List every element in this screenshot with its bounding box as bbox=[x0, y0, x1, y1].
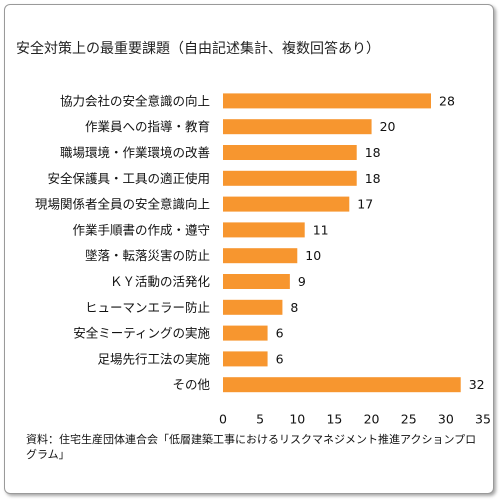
x-tick-label: 30 bbox=[438, 412, 454, 427]
data-label: 9 bbox=[298, 274, 306, 289]
bar bbox=[223, 145, 357, 160]
category-label: 協力会社の安全意識の向上 bbox=[60, 93, 210, 108]
bar bbox=[223, 119, 372, 135]
x-tick-label: 25 bbox=[401, 412, 417, 427]
chart-title: 安全対策上の最重要課題（自由記述集計、複数回答あり） bbox=[16, 41, 380, 57]
bar bbox=[223, 170, 357, 186]
category-label: 作業員への指導・教育 bbox=[85, 119, 210, 134]
bar bbox=[223, 325, 268, 341]
category-label: 安全保護具・工具の適正使用 bbox=[47, 171, 210, 186]
data-label: 10 bbox=[305, 248, 321, 263]
data-label: 18 bbox=[365, 171, 381, 186]
bar bbox=[223, 93, 431, 109]
bar bbox=[223, 222, 305, 238]
data-label: 6 bbox=[276, 351, 284, 366]
x-tick-label: 20 bbox=[364, 412, 380, 427]
data-label: 17 bbox=[357, 197, 373, 212]
category-label: ＫＹ活動の活発化 bbox=[110, 274, 211, 289]
category-label: 職場環境・作業環境の改善 bbox=[60, 145, 210, 160]
source-note: 資料：住宅生産団体連合会「低層建築工事におけるリスクマネジメント推進アクションプ… bbox=[26, 433, 477, 461]
x-tick-label: 10 bbox=[289, 412, 305, 427]
category-label: 作業手順書の作成・遵守 bbox=[72, 222, 210, 237]
data-label: 8 bbox=[290, 300, 298, 315]
category-label: 現場関係者全員の安全意識向上 bbox=[35, 197, 210, 212]
bar bbox=[223, 299, 283, 315]
data-label: 18 bbox=[365, 145, 381, 160]
category-label: 墜落・転落災害の防止 bbox=[85, 248, 210, 263]
category-label: 安全ミーティングの実施 bbox=[73, 326, 210, 341]
x-tick-label: 5 bbox=[256, 412, 264, 427]
data-label: 20 bbox=[380, 119, 396, 134]
bar bbox=[223, 377, 461, 393]
bar bbox=[223, 248, 298, 264]
x-tick-label: 35 bbox=[475, 412, 491, 427]
data-label: 32 bbox=[469, 377, 485, 392]
category-label: その他 bbox=[172, 377, 210, 392]
category-label: 足場先行工法の実施 bbox=[97, 351, 210, 366]
bar bbox=[223, 351, 268, 367]
data-label: 28 bbox=[439, 93, 455, 108]
data-label: 6 bbox=[276, 326, 284, 341]
bar bbox=[223, 274, 290, 289]
x-tick-label: 15 bbox=[326, 412, 342, 427]
category-label: ヒューマンエラー防止 bbox=[85, 300, 210, 315]
x-tick-label: 0 bbox=[219, 412, 227, 427]
bar bbox=[223, 196, 350, 212]
data-label: 11 bbox=[313, 222, 329, 237]
